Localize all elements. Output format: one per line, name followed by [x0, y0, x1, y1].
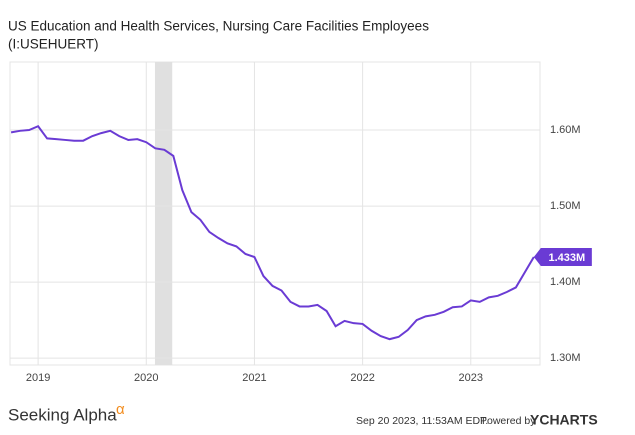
powered-by: Powered by [480, 415, 536, 427]
shaded-region [154, 62, 173, 365]
data-line [10, 125, 535, 341]
plot-border [9, 61, 541, 366]
chart-title: US Education and Health Services, Nursin… [8, 19, 429, 34]
provider: YCHARTS [530, 412, 598, 428]
timestamp: Sep 20 2023, 11:53AM EDT. [356, 415, 488, 427]
brand-symbol: α [116, 401, 125, 418]
x-tick-label: 2022 [350, 372, 374, 384]
plot-area: 1.30M 1.40M 1.50M 1.60M 2019 2020 2021 2022 2023… [9, 61, 592, 384]
y-tick-label: 1.40M [550, 276, 581, 288]
x-tick-label: 2020 [134, 372, 158, 384]
x-tick-label: 2023 [459, 372, 483, 384]
value-label: 1.433M [548, 252, 585, 264]
x-tick-label: 2019 [26, 372, 50, 384]
x-tick-label: 2021 [242, 372, 266, 384]
chart-subtitle: (I:USEHUERT) [8, 37, 99, 52]
y-tick-label: 1.50M [550, 200, 581, 212]
y-tick-label: 1.30M [550, 352, 581, 364]
value-label-box [533, 248, 592, 267]
y-tick-label: 1.60M [550, 124, 581, 136]
brand: Seeking Alpha [8, 405, 117, 424]
